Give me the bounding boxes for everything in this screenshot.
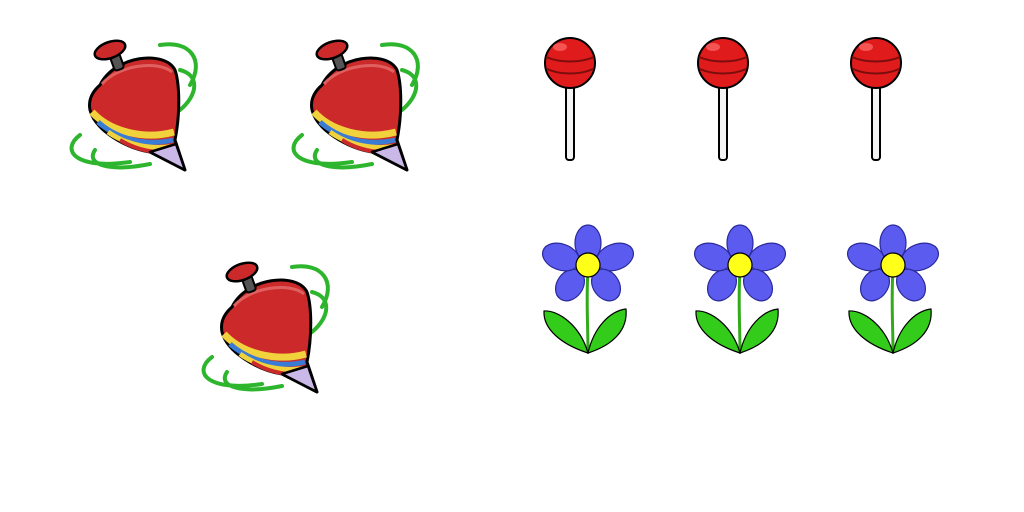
lollipop-icon [697, 37, 749, 161]
spinning-top-icon [294, 37, 418, 170]
flower-icon [689, 223, 791, 355]
lollipop-icon [544, 37, 596, 161]
spinning-top-icon [204, 259, 328, 392]
lollipop-icon [850, 37, 902, 161]
flower-icon [842, 223, 944, 355]
flower-icon [537, 223, 639, 355]
spinning-top-icon [72, 37, 196, 170]
